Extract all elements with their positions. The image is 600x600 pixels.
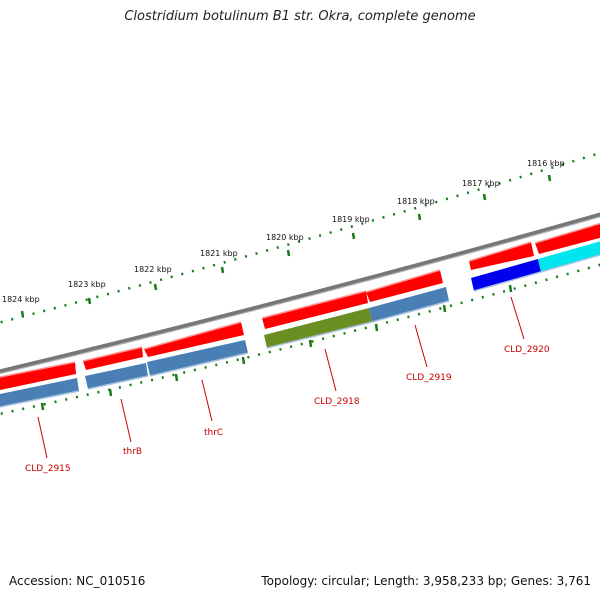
- scale-label: 1816 kbp: [527, 159, 565, 168]
- scale-label: 1817 kbp: [462, 179, 500, 188]
- gene-block[interactable]: [85, 363, 148, 389]
- gene-label[interactable]: CLD_2918: [314, 397, 360, 407]
- gene-block[interactable]: [264, 308, 372, 348]
- cds-arrow[interactable]: [0, 362, 76, 391]
- gene-track: [0, 240, 600, 408]
- scale-label: 1822 kbp: [134, 265, 172, 274]
- map-title: Clostridium botulinum B1 str. Okra, comp…: [124, 9, 476, 24]
- accession-text: Accession: NC_010516: [9, 574, 146, 588]
- scale-label: 1818 kbp: [397, 197, 435, 206]
- scale-label: 1824 kbp: [2, 295, 40, 304]
- gene-label[interactable]: thrB: [123, 447, 142, 457]
- cds-arrow[interactable]: [366, 270, 443, 302]
- scale-label: 1819 kbp: [332, 215, 370, 224]
- scale-label: 1820 kbp: [266, 233, 304, 242]
- cds-track: [0, 222, 600, 391]
- gene-label[interactable]: CLD_2915: [25, 464, 71, 474]
- label-leaders: [37, 296, 525, 459]
- cds-arrow[interactable]: [262, 291, 368, 329]
- gene-label[interactable]: thrC: [204, 428, 223, 438]
- cds-arrow[interactable]: [83, 347, 143, 370]
- gene-block[interactable]: [369, 287, 449, 322]
- topology-text: Topology: circular; Length: 3,958,233 bp…: [261, 574, 591, 588]
- cds-arrow[interactable]: [535, 222, 600, 254]
- gene-block[interactable]: [0, 378, 79, 408]
- genome-backbone: [0, 212, 600, 374]
- scale-label: 1821 kbp: [200, 249, 238, 258]
- gene-block[interactable]: [538, 240, 600, 272]
- gene-block[interactable]: [471, 259, 541, 291]
- inner-ruler: [0, 263, 600, 416]
- gene-label[interactable]: CLD_2919: [406, 373, 452, 383]
- cds-arrow[interactable]: [469, 242, 534, 270]
- gene-label[interactable]: CLD_2920: [504, 345, 550, 355]
- gene-block[interactable]: [147, 340, 248, 376]
- scale-label: 1823 kbp: [68, 280, 106, 289]
- scale-ruler: 1824 kbp 1823 kbp 1822 kbp 1821 kbp 1820…: [0, 151, 600, 324]
- cds-arrow[interactable]: [144, 322, 244, 357]
